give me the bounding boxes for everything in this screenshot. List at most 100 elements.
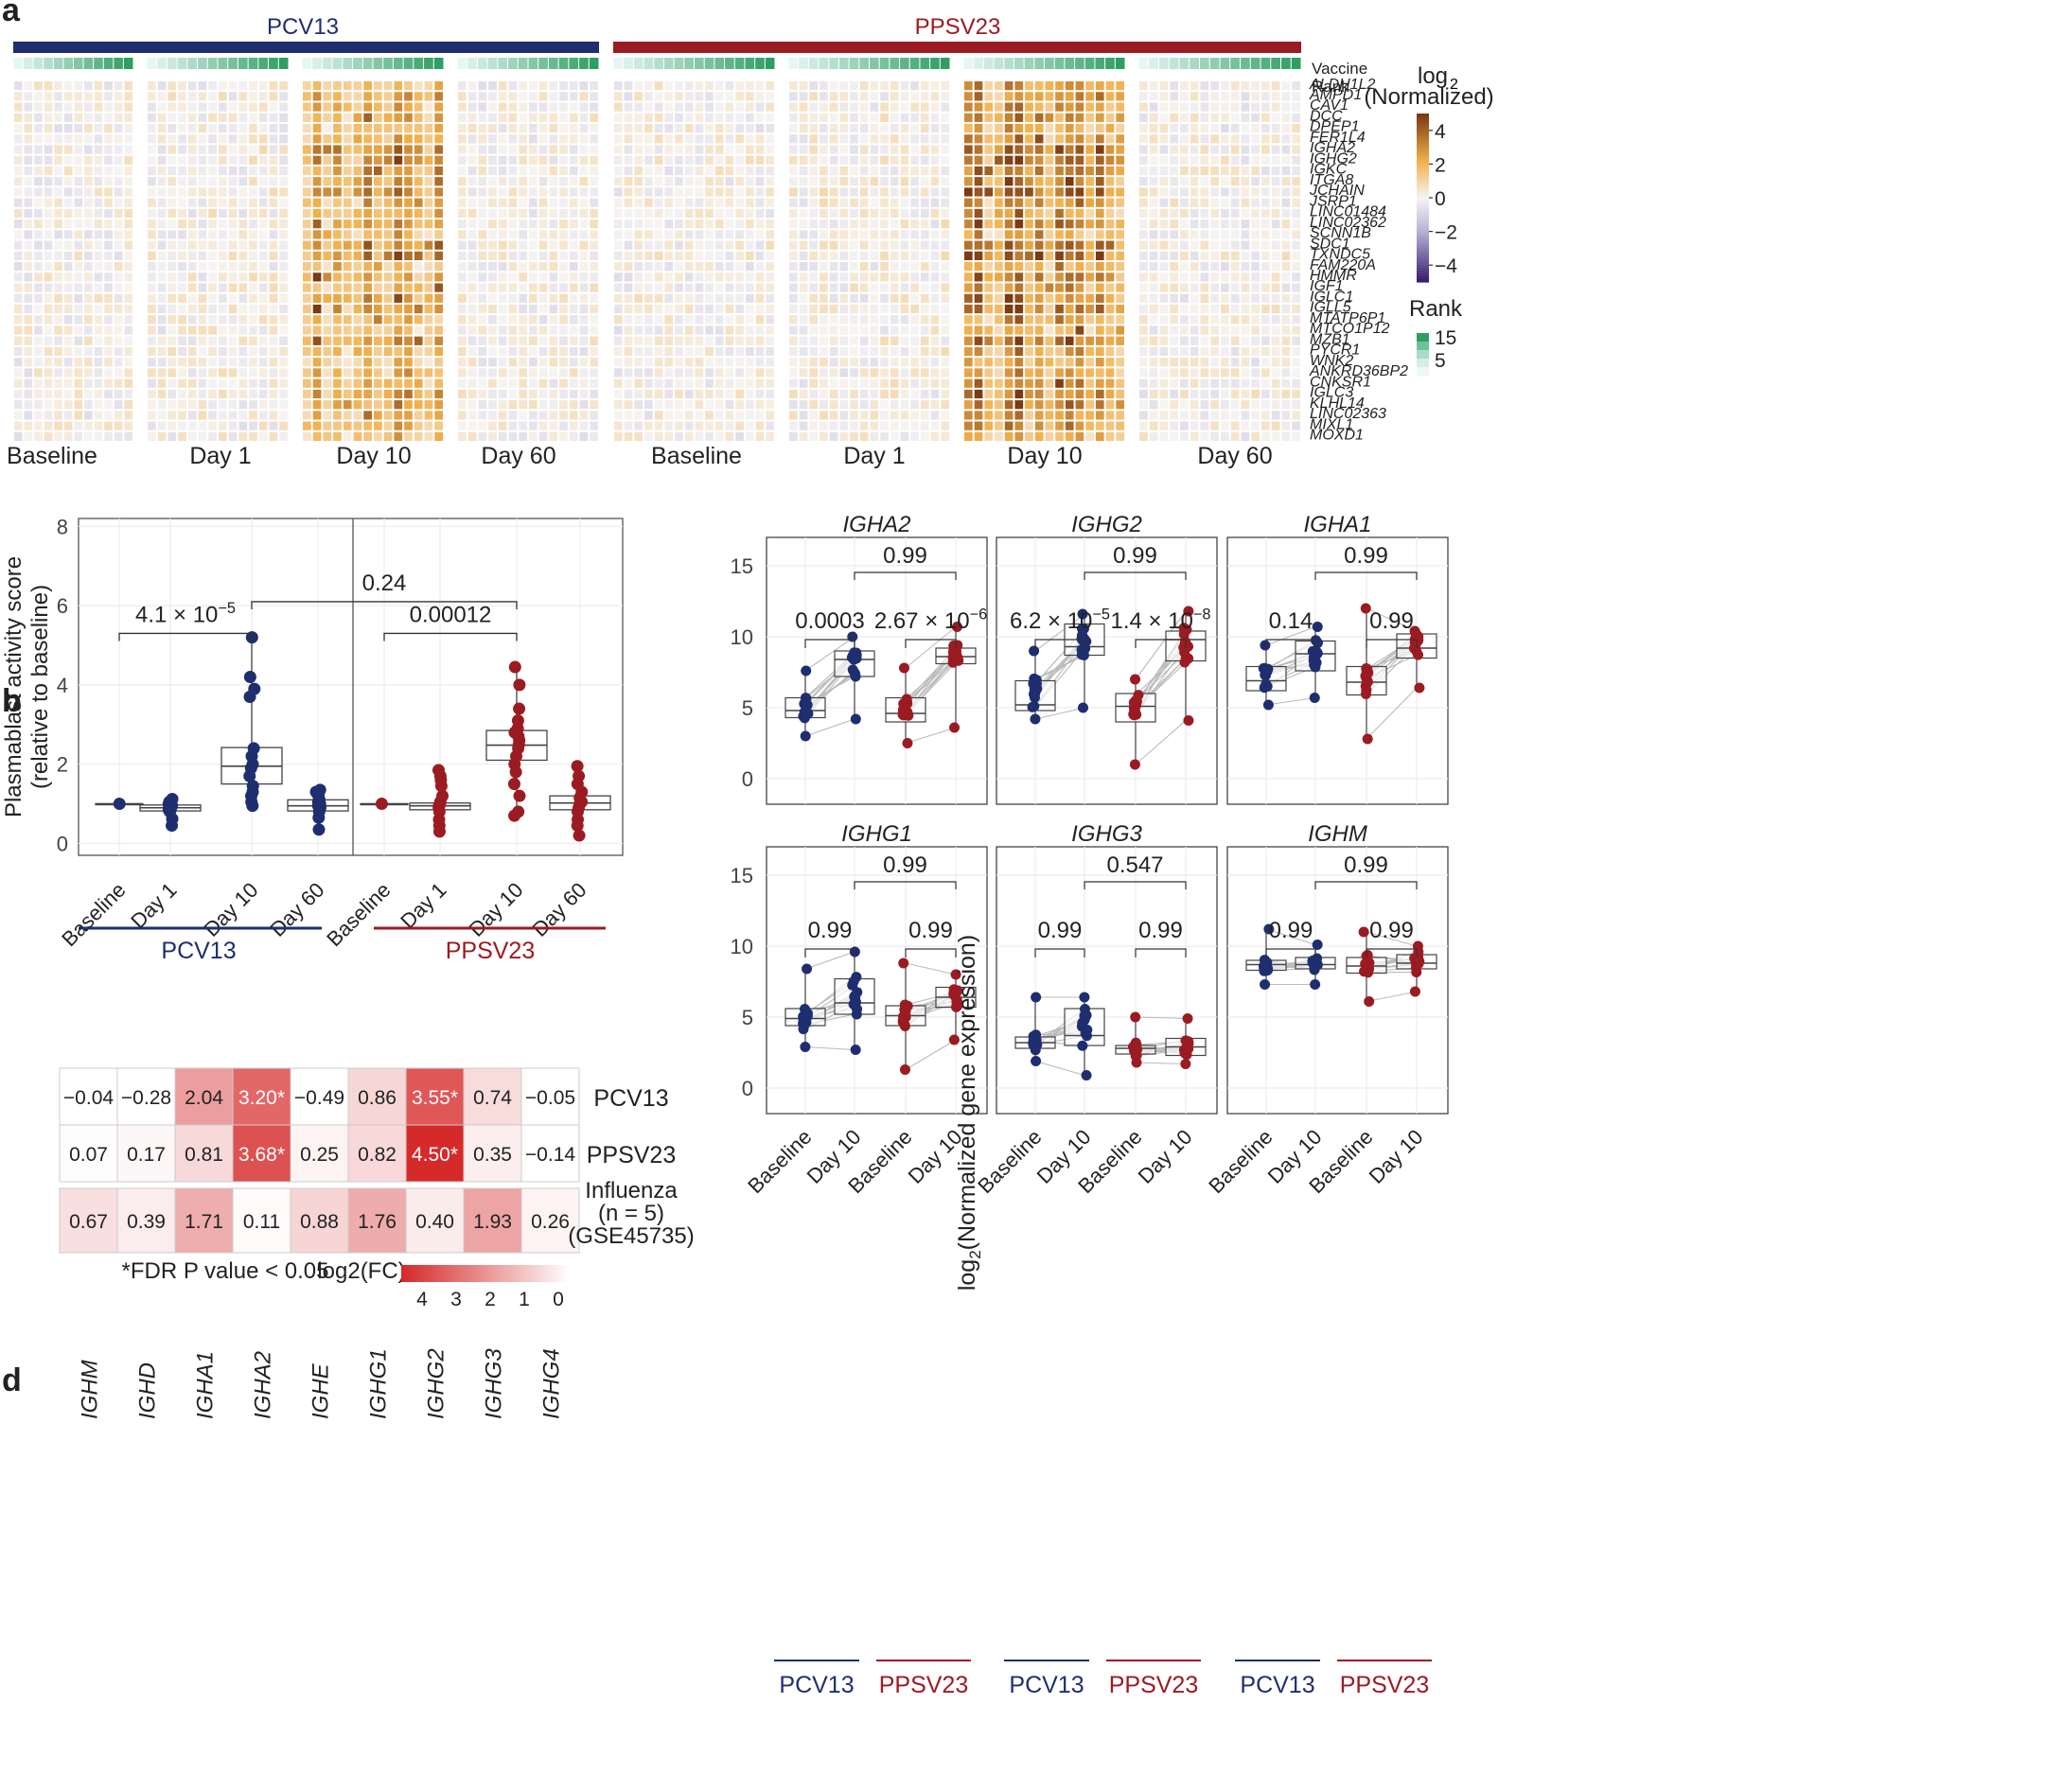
heatmap-cell: [900, 336, 909, 345]
heatmap-cell: [624, 81, 633, 91]
data-point: [849, 990, 860, 1001]
heatmap-cell: [1261, 389, 1270, 399]
data-point: [1362, 733, 1373, 745]
heatmap-cell: [63, 166, 73, 176]
heatmap-cell: [124, 368, 132, 378]
heatmap-cell: [198, 102, 207, 112]
heatmap-cell: [1190, 431, 1199, 441]
heatmap-cell: [880, 358, 889, 367]
heatmap-cell: [1159, 293, 1169, 303]
heatmap-cell: [353, 134, 362, 144]
heatmap-cell: [820, 81, 828, 91]
heatmap-cell: [705, 251, 714, 260]
heatmap-cell: [569, 102, 578, 112]
y-tick-label: 0: [742, 767, 753, 791]
heatmap-cell: [414, 378, 423, 388]
heatmap-cell: [1159, 378, 1169, 388]
heatmap-cell: [114, 304, 123, 314]
heatmap-cell: [1190, 315, 1199, 325]
heatmap-cell: [705, 123, 714, 133]
heatmap-cell: [1251, 145, 1260, 154]
heatmap-cell: [383, 325, 393, 335]
heatmap-cell: [745, 220, 754, 229]
heatmap-cell: [614, 389, 623, 399]
heatmap-cell: [1034, 166, 1044, 176]
heatmap-cell: [498, 145, 507, 154]
heatmap-cell: [714, 389, 724, 399]
heatmap-cell: [124, 293, 132, 303]
heatmap-cell: [312, 283, 322, 292]
heatmap-cell: [1149, 421, 1158, 430]
heatmap-cell: [654, 304, 663, 314]
heatmap-cell: [383, 336, 393, 345]
heatmap-cell: [974, 220, 983, 229]
heatmap-cell: [1065, 411, 1074, 420]
heatmap-cell: [1200, 346, 1209, 357]
heatmap-cell: [424, 208, 433, 219]
heatmap-cell: [789, 411, 798, 420]
heatmap-cell: [809, 293, 819, 303]
heatmap-cell: [1085, 400, 1094, 410]
heatmap-cell: [312, 92, 322, 101]
heatmap-cell: [695, 230, 704, 239]
heatmap-cell: [1241, 198, 1250, 207]
heatmap-cell: [238, 389, 248, 399]
heatmap-cell: [312, 315, 322, 325]
gene-title: IGHA2: [842, 512, 910, 537]
heatmap-cell: [54, 92, 62, 101]
heatmap-cell: [1139, 283, 1148, 292]
heatmap-cell: [820, 220, 828, 229]
heatmap-cell: [1055, 304, 1064, 314]
heatmap-cell: [1261, 251, 1270, 260]
data-point: [800, 730, 811, 742]
data-point: [1312, 622, 1323, 632]
heatmap-cell: [870, 208, 879, 219]
gene-label: LINC02363: [1310, 406, 1386, 422]
heatmap-cell: [1149, 220, 1158, 229]
heatmap-cell: [1292, 389, 1300, 399]
heatmap-cell: [579, 336, 589, 345]
heatmap-cell: [258, 368, 268, 378]
data-point: [247, 742, 260, 755]
annotation-label-rank: Rank: [1312, 78, 1349, 96]
heatmap-cell: [1055, 187, 1064, 197]
heatmap-cell: [1221, 220, 1229, 229]
heatmap-cell: [394, 378, 403, 388]
heatmap-cell: [850, 177, 858, 186]
heatmap-cell: [820, 251, 828, 260]
data-point: [903, 710, 914, 721]
colorbar-segment: [1417, 130, 1429, 134]
heatmap-cell: [820, 389, 828, 399]
heatmap-cell: [498, 400, 507, 410]
heatmap-cell: [498, 378, 507, 388]
heatmap-cell: [1159, 336, 1169, 345]
heatmap-cell: [104, 400, 113, 410]
heatmap-cell: [238, 198, 248, 207]
heatmap-cell: [745, 134, 754, 144]
heatmap-cell: [549, 102, 558, 112]
heatmap-cell: [745, 123, 754, 133]
heatmap-cell: [167, 272, 177, 282]
heatmap-cell: [198, 411, 207, 420]
heatmap-cell: [63, 123, 73, 133]
heatmap-cell: [675, 220, 683, 229]
heatmap-cell: [1014, 358, 1024, 367]
heatmap-cell: [624, 113, 633, 122]
heatmap-cell: [529, 123, 538, 133]
heatmap-cell: [363, 220, 372, 229]
heatmap-cell: [664, 166, 674, 176]
heatmap-cell: [1292, 145, 1300, 154]
heatmap-cell: [839, 346, 849, 357]
heatmap-cell: [1190, 155, 1199, 165]
heatmap-cell: [219, 400, 227, 410]
heatmap-cell: [178, 431, 186, 441]
heatmap-cell: [1095, 421, 1104, 430]
heatmap-cell: [644, 240, 653, 250]
heatmap-cell: [725, 304, 734, 314]
heatmap-cell: [880, 378, 889, 388]
heatmap-cell: [208, 358, 217, 367]
heatmap-cell: [24, 155, 33, 165]
data-point: [1309, 659, 1320, 670]
heatmap-cell: [24, 411, 33, 420]
heatmap-cell: [809, 240, 819, 250]
